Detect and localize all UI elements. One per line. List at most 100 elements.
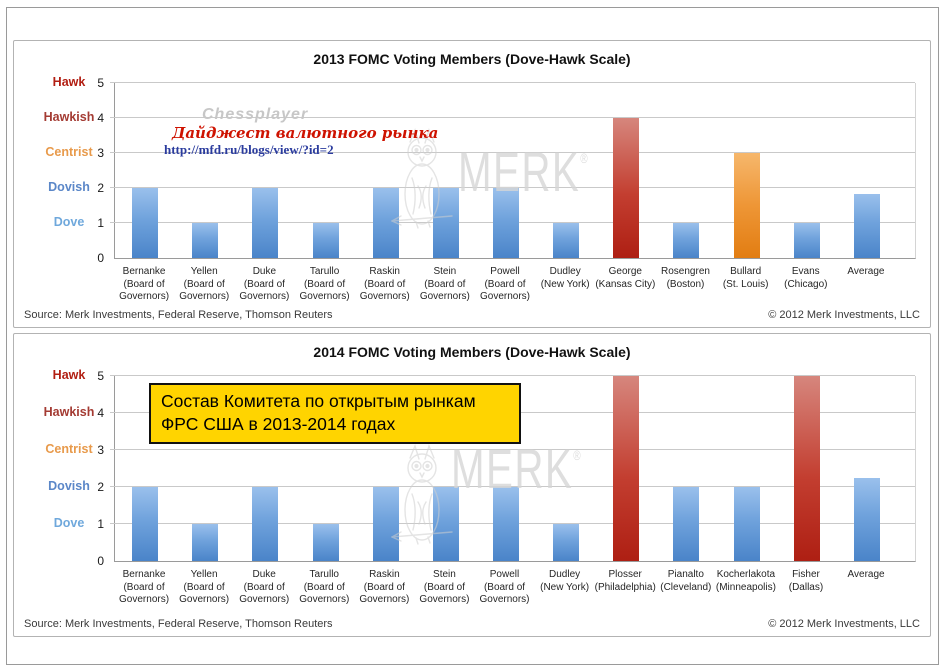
bar-yellen [192, 524, 219, 561]
scale-label-centrist: Centrist [45, 442, 93, 456]
bar-slot [356, 83, 416, 258]
chart-panel-2013: 2013 FOMC Voting Members (Dove-Hawk Scal… [13, 40, 931, 328]
scale-label-dove: Dove [53, 215, 85, 229]
category-label: Raskin (Board of Governors) [359, 266, 410, 302]
source-note: Source: Merk Investments, Federal Reserv… [24, 309, 333, 321]
category-label: Powell (Board of Governors) [480, 266, 531, 302]
registered-mark: ® [580, 150, 588, 166]
bar-raskin [372, 487, 399, 561]
bar-bernanke [132, 188, 159, 258]
bars-container-2014 [115, 376, 897, 561]
annotation-line1: Состав Комитета по открытым рынкам [161, 391, 476, 411]
bar-slot [115, 376, 175, 561]
owl-watermark-icon [391, 127, 453, 229]
bar-raskin [372, 188, 399, 258]
bar-tarullo [312, 524, 339, 561]
chart-title-2014: 2014 FOMC Voting Members (Dove-Hawk Scal… [313, 344, 631, 360]
scale-label-hawk: Hawk [52, 75, 86, 89]
category-label: Bullard (St. Louis) [722, 266, 769, 290]
scale-label-dovish: Dovish [48, 479, 90, 493]
scale-label-hawkish: Hawkish [43, 110, 95, 124]
category-label: Bernanke (Board of Governors) [119, 266, 170, 302]
bar-plosser [613, 376, 640, 561]
category-label: Duke (Board of Governors) [239, 266, 290, 302]
gridline-2 [110, 486, 915, 487]
y-tick-label-0: 0 [97, 554, 104, 568]
x-axis-labels-2014: Bernanke (Board of Governors) Yellen (Board … [114, 569, 896, 607]
bar-slot [596, 376, 656, 561]
bar-slot [356, 376, 416, 561]
category-label: Kocherlakota (Minneapolis) [715, 569, 776, 593]
chessplayer-watermark: Chessplayer [202, 106, 309, 123]
bar-bullard [733, 153, 760, 258]
owl-watermark-icon [391, 443, 453, 545]
bar-slot [717, 376, 777, 561]
bar-average [853, 193, 880, 258]
bar-slot [175, 83, 235, 258]
bar-slot [115, 83, 175, 258]
category-label: Stein (Board of Governors) [419, 569, 470, 605]
y-tick-label-3: 3 [97, 146, 104, 160]
blog-url-watermark: http://mfd.ru/blogs/view/?id=2 [164, 142, 334, 157]
bar-powell [493, 487, 520, 561]
bar-slot [235, 83, 295, 258]
merk-watermark: MERK® [451, 437, 581, 500]
bar-stein [432, 188, 459, 258]
scale-label-centrist: Centrist [45, 145, 93, 159]
gridline-5 [110, 375, 915, 376]
bar-dudley [553, 223, 580, 258]
bar-slot [476, 83, 536, 258]
bar-dudley [553, 524, 580, 561]
category-label: Dudley (New York) [540, 569, 590, 593]
scale-label-hawkish: Hawkish [43, 405, 95, 419]
copyright-note: © 2012 Merk Investments, LLC [768, 309, 920, 321]
bar-slot [295, 376, 355, 561]
gridline-2 [110, 187, 915, 188]
registered-mark: ® [573, 447, 581, 463]
outer-frame [6, 7, 939, 665]
bar-average [853, 477, 880, 561]
category-label: Duke (Board of Governors) [239, 569, 290, 605]
category-label: Yellen (Board of Governors) [179, 569, 230, 605]
gridline-3 [110, 152, 915, 153]
bar-slot [656, 83, 716, 258]
category-label: Tarullo (Board of Governors) [299, 266, 350, 302]
bar-slot [416, 83, 476, 258]
copyright-note: © 2012 Merk Investments, LLC [768, 618, 920, 630]
bar-yellen [192, 223, 219, 258]
scale-label-hawk: Hawk [52, 368, 86, 382]
y-tick-label-5: 5 [97, 369, 104, 383]
y-tick-label-0: 0 [97, 251, 104, 265]
bar-powell [493, 188, 520, 258]
y-tick-label-2: 2 [97, 480, 104, 494]
category-label: George (Kansas City) [595, 266, 656, 290]
bar-slot [536, 83, 596, 258]
bar-slot [295, 83, 355, 258]
category-label: Pianalto (Cleveland) [660, 569, 712, 593]
category-label: Raskin (Board of Governors) [359, 569, 410, 605]
category-label: Yellen (Board of Governors) [179, 266, 230, 302]
bar-george [613, 118, 640, 258]
merk-watermark: MERK® [458, 140, 588, 203]
bar-slot [656, 376, 716, 561]
bar-tarullo [312, 223, 339, 258]
bar-slot [837, 83, 897, 258]
bar-evans [793, 223, 820, 258]
category-label: Average [847, 266, 885, 277]
bars-container-2013 [115, 83, 897, 258]
source-note: Source: Merk Investments, Federal Reserv… [24, 618, 333, 630]
bar-slot [175, 376, 235, 561]
bar-slot [717, 83, 777, 258]
bar-pianalto [673, 487, 700, 561]
y-tick-label-5: 5 [97, 76, 104, 90]
y-tick-label-1: 1 [97, 517, 104, 531]
chart-title-2013: 2013 FOMC Voting Members (Dove-Hawk Scal… [313, 51, 631, 67]
bar-bernanke [132, 487, 159, 561]
category-label: Powell (Board of Governors) [479, 569, 530, 605]
bar-rosengren [673, 223, 700, 258]
x-axis-labels-2013: Bernanke (Board of Governors) Yellen (Board … [114, 266, 896, 304]
bar-fisher [793, 376, 820, 561]
annotation-line2: ФРС США в 2013-2014 годах [161, 414, 396, 434]
bar-slot [837, 376, 897, 561]
annotation-box: Состав Комитета по открытым рынкам ФРС С… [149, 383, 521, 444]
